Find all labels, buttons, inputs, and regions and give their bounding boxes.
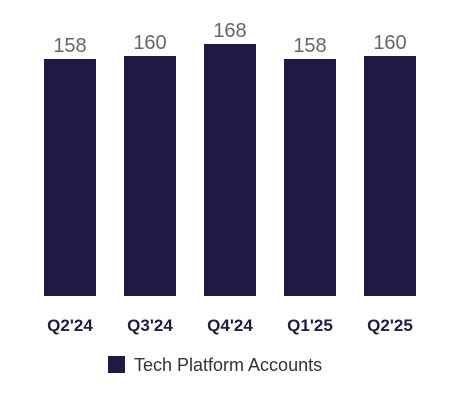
data-label-Q2'25: 160 — [373, 32, 406, 54]
legend[interactable]: Tech Platform Accounts — [108, 355, 322, 375]
bars-group — [44, 44, 416, 296]
bar-Q3'24 — [124, 56, 176, 296]
bar-Q1'25 — [284, 59, 336, 296]
bar-Q2'24 — [44, 59, 96, 296]
legend-swatch — [108, 356, 125, 373]
data-label-Q4'24: 168 — [213, 20, 246, 42]
value-labels-group: 158 160 168 158 160 — [53, 20, 406, 57]
data-label-Q1'25: 158 — [293, 35, 326, 57]
data-label-Q3'24: 160 — [133, 32, 166, 54]
x-tick-labels-group: Q2'24 Q3'24 Q4'24 Q1'25 Q2'25 — [47, 316, 413, 335]
bar-Q4'24 — [204, 44, 256, 296]
legend-label: Tech Platform Accounts — [134, 355, 322, 375]
data-label-Q2'24: 158 — [53, 35, 86, 57]
x-tick-label-Q2'24: Q2'24 — [47, 316, 93, 335]
x-tick-label-Q4'24: Q4'24 — [207, 316, 253, 335]
bar-Q2'25 — [364, 56, 416, 296]
x-tick-label-Q2'25: Q2'25 — [367, 316, 413, 335]
x-tick-label-Q1'25: Q1'25 — [287, 316, 333, 335]
x-tick-label-Q3'24: Q3'24 — [127, 316, 173, 335]
